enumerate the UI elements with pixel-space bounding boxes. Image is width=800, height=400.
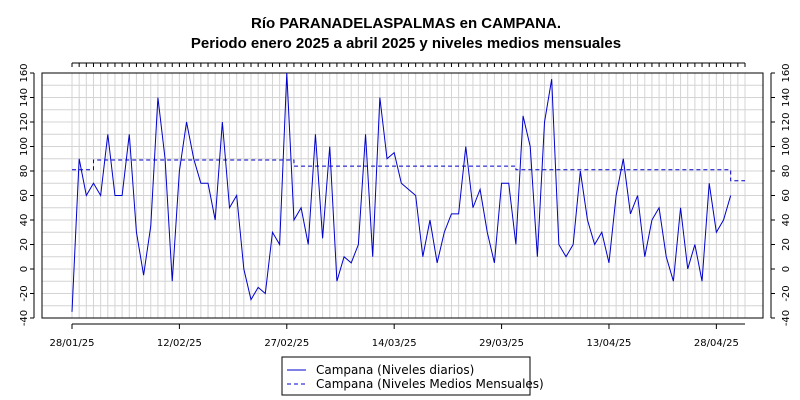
y-tick-label-right: 140 [781,88,792,107]
y-tick-label-right: 0 [781,266,792,272]
chart-title-line2: Periodo enero 2025 a abril 2025 y nivele… [191,35,621,52]
y-tick-label-right: 160 [781,63,792,82]
x-tick-label: 12/02/25 [157,338,202,349]
y-tick-label-left: 100 [19,137,30,156]
plot-frame [41,72,764,319]
y-tick-label-right: -20 [781,285,792,301]
x-tick-label: 14/03/25 [372,338,417,349]
legend: Campana (Niveles diarios) Campana (Nivel… [281,356,544,396]
x-tick-label: 29/03/25 [479,338,524,349]
x-tick-label: 28/04/25 [694,338,739,349]
axis-layer: 28/01/25 12/02/25 27/02/25 14/03/25 29/03/25… [19,62,792,349]
legend-label-monthly: Campana (Niveles Medios Mensuales) [316,377,544,391]
y-tick-label-left: 140 [19,88,30,107]
grid-layer [42,72,763,319]
y-tick-label-left: 80 [19,165,30,178]
y-tick-label-right: 100 [781,137,792,156]
y-tick-label-right: 40 [781,214,792,227]
x-tick-label: 13/04/25 [587,338,632,349]
x-tick-label: 28/01/25 [50,338,95,349]
x-tick-label: 27/02/25 [264,338,309,349]
chart-title-line1: Río PARANADELASPALMAS en CAMPANA. [251,15,561,32]
y-tick-label-right: 80 [781,165,792,178]
y-tick-label-left: 0 [19,266,30,272]
y-tick-label-left: 20 [19,238,30,251]
legend-box [281,356,531,396]
legend-label-daily: Campana (Niveles diarios) [316,363,474,377]
y-tick-label-left: 40 [19,214,30,227]
y-tick-label-left: -40 [19,310,30,326]
y-tick-label-right: -40 [781,310,792,326]
series-line-daily [71,72,732,312]
y-tick-label-left: 120 [19,112,30,131]
series-layer [71,72,745,312]
y-tick-label-right: 20 [781,238,792,251]
y-tick-label-right: 120 [781,112,792,131]
y-tick-label-left: 160 [19,63,30,82]
y-tick-label-left: 60 [19,189,30,202]
y-tick-label-right: 60 [781,189,792,202]
y-tick-label-left: -20 [19,285,30,301]
